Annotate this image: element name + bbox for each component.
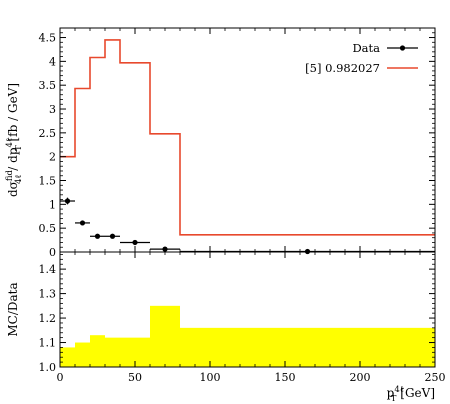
main-y-tick-label: 1 [49, 198, 56, 211]
ratio-x-tick-label: 200 [350, 371, 371, 384]
ratio-y-tick-label: 1.2 [39, 312, 57, 325]
ratio-y-tick-label: 1.4 [39, 263, 57, 276]
main-y-tick-label: 2 [49, 151, 56, 164]
ratio-plot-frame [59, 251, 436, 368]
main-y-label-text: dσfid4ℓ / dp4ℓT [fb / GeV] [5, 83, 24, 197]
data-point-marker [79, 220, 86, 226]
legend-label-mc: [5] 0.982027 [305, 61, 380, 75]
x-axis-label-text: p4ℓ T [GeV] [387, 385, 435, 404]
main-y-axis-label: dσfid4ℓ / dp4ℓT [fb / GeV] [5, 83, 24, 197]
ratio-band-bin [150, 305, 180, 367]
ratio-x-tick-label: 150 [275, 371, 296, 384]
data-point-marker [109, 233, 116, 239]
data-point [120, 239, 150, 246]
main-y-tick-label: 4 [49, 55, 56, 68]
data-point [105, 233, 120, 239]
ratio-x-tick-label: 50 [128, 371, 142, 384]
data-point [75, 220, 90, 226]
ratio-x-tick-label: 250 [425, 371, 446, 384]
ratio-band-bin [105, 337, 120, 367]
data-point [90, 233, 105, 239]
data-point-marker [132, 239, 138, 246]
ratio-band-bin [75, 342, 90, 367]
main-y-tick-label: 2.5 [39, 127, 57, 140]
ratio-y-tick-label: 1.3 [39, 288, 57, 301]
ratio-y-tick-label: 1.1 [39, 337, 57, 350]
ratio-band-bin [60, 347, 75, 367]
main-y-tick-label: 3 [49, 103, 56, 116]
ratio-y-tick-label: 1.0 [39, 361, 57, 374]
x-axis-label: p4ℓ T [GeV] [387, 385, 435, 404]
mc-prediction-line [60, 39, 435, 236]
main-y-tick-label: 0.5 [39, 222, 57, 235]
data-point [60, 197, 75, 205]
ratio-x-tick-label: 0 [57, 371, 64, 384]
legend: Data [5] 0.982027 [305, 41, 418, 75]
data-point-marker [94, 233, 101, 239]
main-y-tick-label: 4.5 [39, 32, 57, 45]
ratio-x-tick-label: 100 [200, 371, 221, 384]
main-y-tick-label: 3.5 [39, 79, 57, 92]
ratio-band-bin [180, 327, 435, 367]
main-y-tick-label: 1.5 [39, 175, 57, 188]
ratio-plot-content [60, 305, 435, 367]
main-panel: 0 0.5 1 1.5 2 2.5 3 3.5 4 4.5 dσfid4ℓ / dp4ℓT [fb… [5, 27, 436, 259]
main-y-tick-label: 0 [49, 246, 56, 259]
legend-label-data: Data [352, 41, 380, 55]
ratio-y-axis-ticks: 1.0 1.1 1.2 1.3 1.4 [39, 254, 435, 374]
data-point-marker [64, 198, 71, 204]
ratio-panel: 1.01.11.21.31.4 0 50 100 150 200 250 MC/Data … [6, 251, 446, 404]
ratio-x-axis-ticks: 0 50 100 150 200 250 [57, 252, 446, 384]
ratio-band-bin [90, 335, 105, 367]
main-y-axis-ticks: 0 0.5 1 1.5 2 2.5 3 3.5 4 4.5 [39, 27, 435, 259]
legend-marker-data-point [399, 45, 406, 51]
ratio-y-axis-label: MC/Data [6, 282, 20, 336]
